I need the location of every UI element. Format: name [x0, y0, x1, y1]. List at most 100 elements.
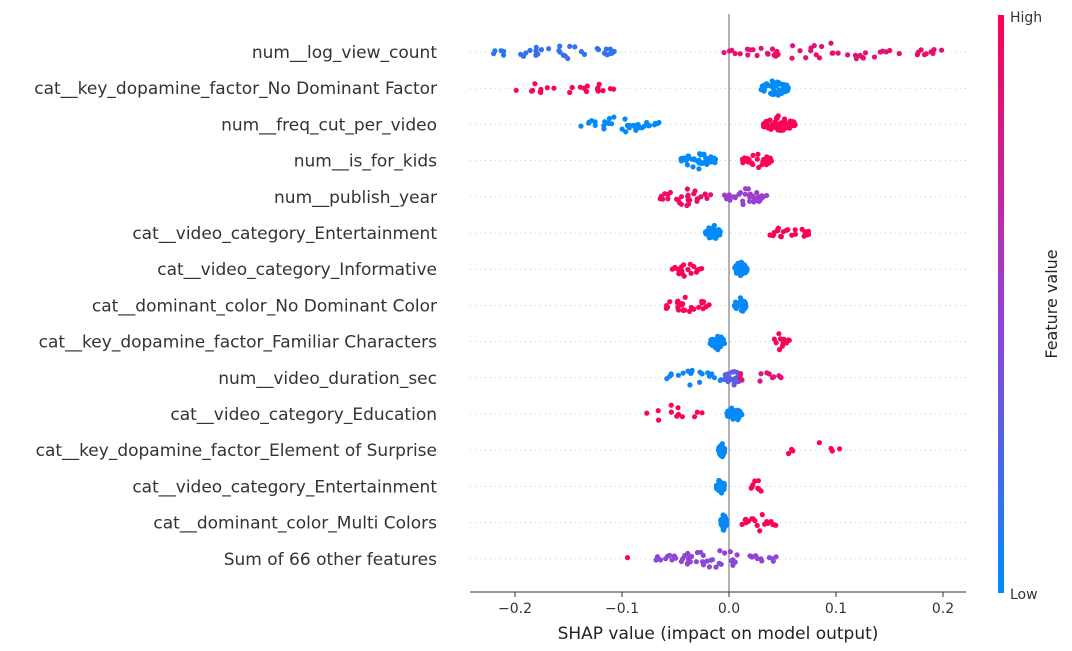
shap-point — [715, 346, 721, 352]
shap-point — [532, 81, 538, 87]
shap-point — [708, 192, 714, 198]
shap-point — [776, 347, 783, 353]
shap-point — [693, 559, 700, 565]
shap-point — [721, 448, 727, 454]
shap-point — [766, 371, 772, 377]
shap-point — [680, 370, 686, 376]
shap-point — [757, 528, 763, 534]
shap-point — [721, 192, 728, 198]
shap-point — [687, 261, 693, 267]
shap-point — [700, 151, 706, 157]
shap-point — [746, 192, 753, 198]
shap-point — [682, 307, 688, 313]
shap-point — [811, 43, 817, 49]
shap-point — [675, 405, 681, 411]
shap-point — [692, 188, 698, 194]
shap-point — [699, 410, 705, 416]
x-tick-label: 0.2 — [932, 601, 954, 617]
shap-point — [684, 162, 691, 168]
shap-point — [611, 48, 617, 55]
shap-point — [718, 561, 724, 567]
shap-point — [681, 273, 687, 279]
shap-point — [730, 562, 736, 568]
shap-point — [606, 120, 612, 126]
shap-point — [601, 123, 607, 129]
shap-point — [762, 521, 768, 527]
shap-point — [720, 521, 726, 527]
shap-point — [750, 152, 756, 158]
shap-point — [702, 191, 708, 197]
shap-point — [711, 375, 718, 381]
shap-point — [771, 52, 777, 58]
shap-point — [704, 195, 710, 201]
shap-point — [667, 552, 673, 558]
shap-point — [692, 414, 698, 420]
shap-point — [887, 47, 893, 54]
shap-point — [667, 189, 674, 196]
shap-point — [713, 564, 719, 570]
shap-point — [699, 266, 705, 272]
shap-point — [572, 44, 578, 50]
shap-point — [765, 51, 771, 57]
shap-point — [716, 482, 722, 489]
shap-point — [720, 480, 727, 487]
shap-point — [754, 190, 760, 196]
shap-point — [775, 92, 781, 98]
shap-point — [578, 123, 584, 129]
shap-point — [619, 126, 625, 132]
shap-point — [776, 373, 782, 379]
shap-point — [501, 52, 507, 58]
shap-point — [694, 409, 700, 415]
shap-point — [768, 519, 774, 525]
shap-point — [698, 194, 704, 200]
shap-point — [785, 86, 791, 92]
shap-point — [675, 307, 682, 313]
shap-point — [709, 342, 715, 348]
shap-point — [737, 261, 743, 267]
shap-point — [594, 45, 600, 52]
shap-point — [607, 51, 613, 57]
feature-label: cat__video_category_Informative — [157, 260, 437, 280]
shap-point — [862, 50, 869, 56]
shap-point — [845, 52, 851, 58]
shap-point — [808, 48, 814, 54]
shap-point — [700, 552, 706, 559]
shap-point — [639, 125, 645, 131]
shap-point — [731, 382, 737, 388]
shap-point — [754, 522, 760, 529]
shap-point — [768, 158, 775, 164]
shap-point — [748, 485, 754, 491]
shap-point — [768, 83, 774, 89]
shap-point — [676, 267, 683, 273]
shap-point — [546, 46, 552, 52]
shap-point — [703, 229, 709, 235]
shap-point — [770, 558, 776, 564]
shap-point — [780, 340, 786, 346]
shap-point — [789, 55, 795, 61]
shap-point — [742, 191, 748, 197]
shap-point — [660, 196, 666, 202]
shap-point — [729, 47, 735, 53]
shap-point — [557, 49, 563, 55]
shap-point — [819, 43, 825, 50]
shap-point — [789, 446, 795, 452]
shap-point — [722, 550, 728, 556]
shap-point — [611, 114, 617, 120]
shap-point — [513, 87, 519, 93]
colorbar — [998, 15, 1004, 593]
feature-label: num__is_for_kids — [294, 152, 437, 172]
feature-label: cat__video_category_Entertainment — [132, 477, 437, 497]
shap-point — [656, 417, 662, 423]
shap-point — [772, 119, 778, 125]
shap-point — [829, 50, 835, 56]
shap-point — [744, 267, 750, 273]
x-tick-label: −0.2 — [498, 601, 532, 617]
shap-point — [762, 120, 768, 126]
shap-point — [764, 192, 770, 199]
shap-point — [773, 340, 779, 346]
shap-point — [778, 233, 784, 240]
shap-point — [829, 448, 835, 454]
shap-point — [737, 272, 744, 279]
x-tick-label: 0.0 — [718, 601, 740, 617]
